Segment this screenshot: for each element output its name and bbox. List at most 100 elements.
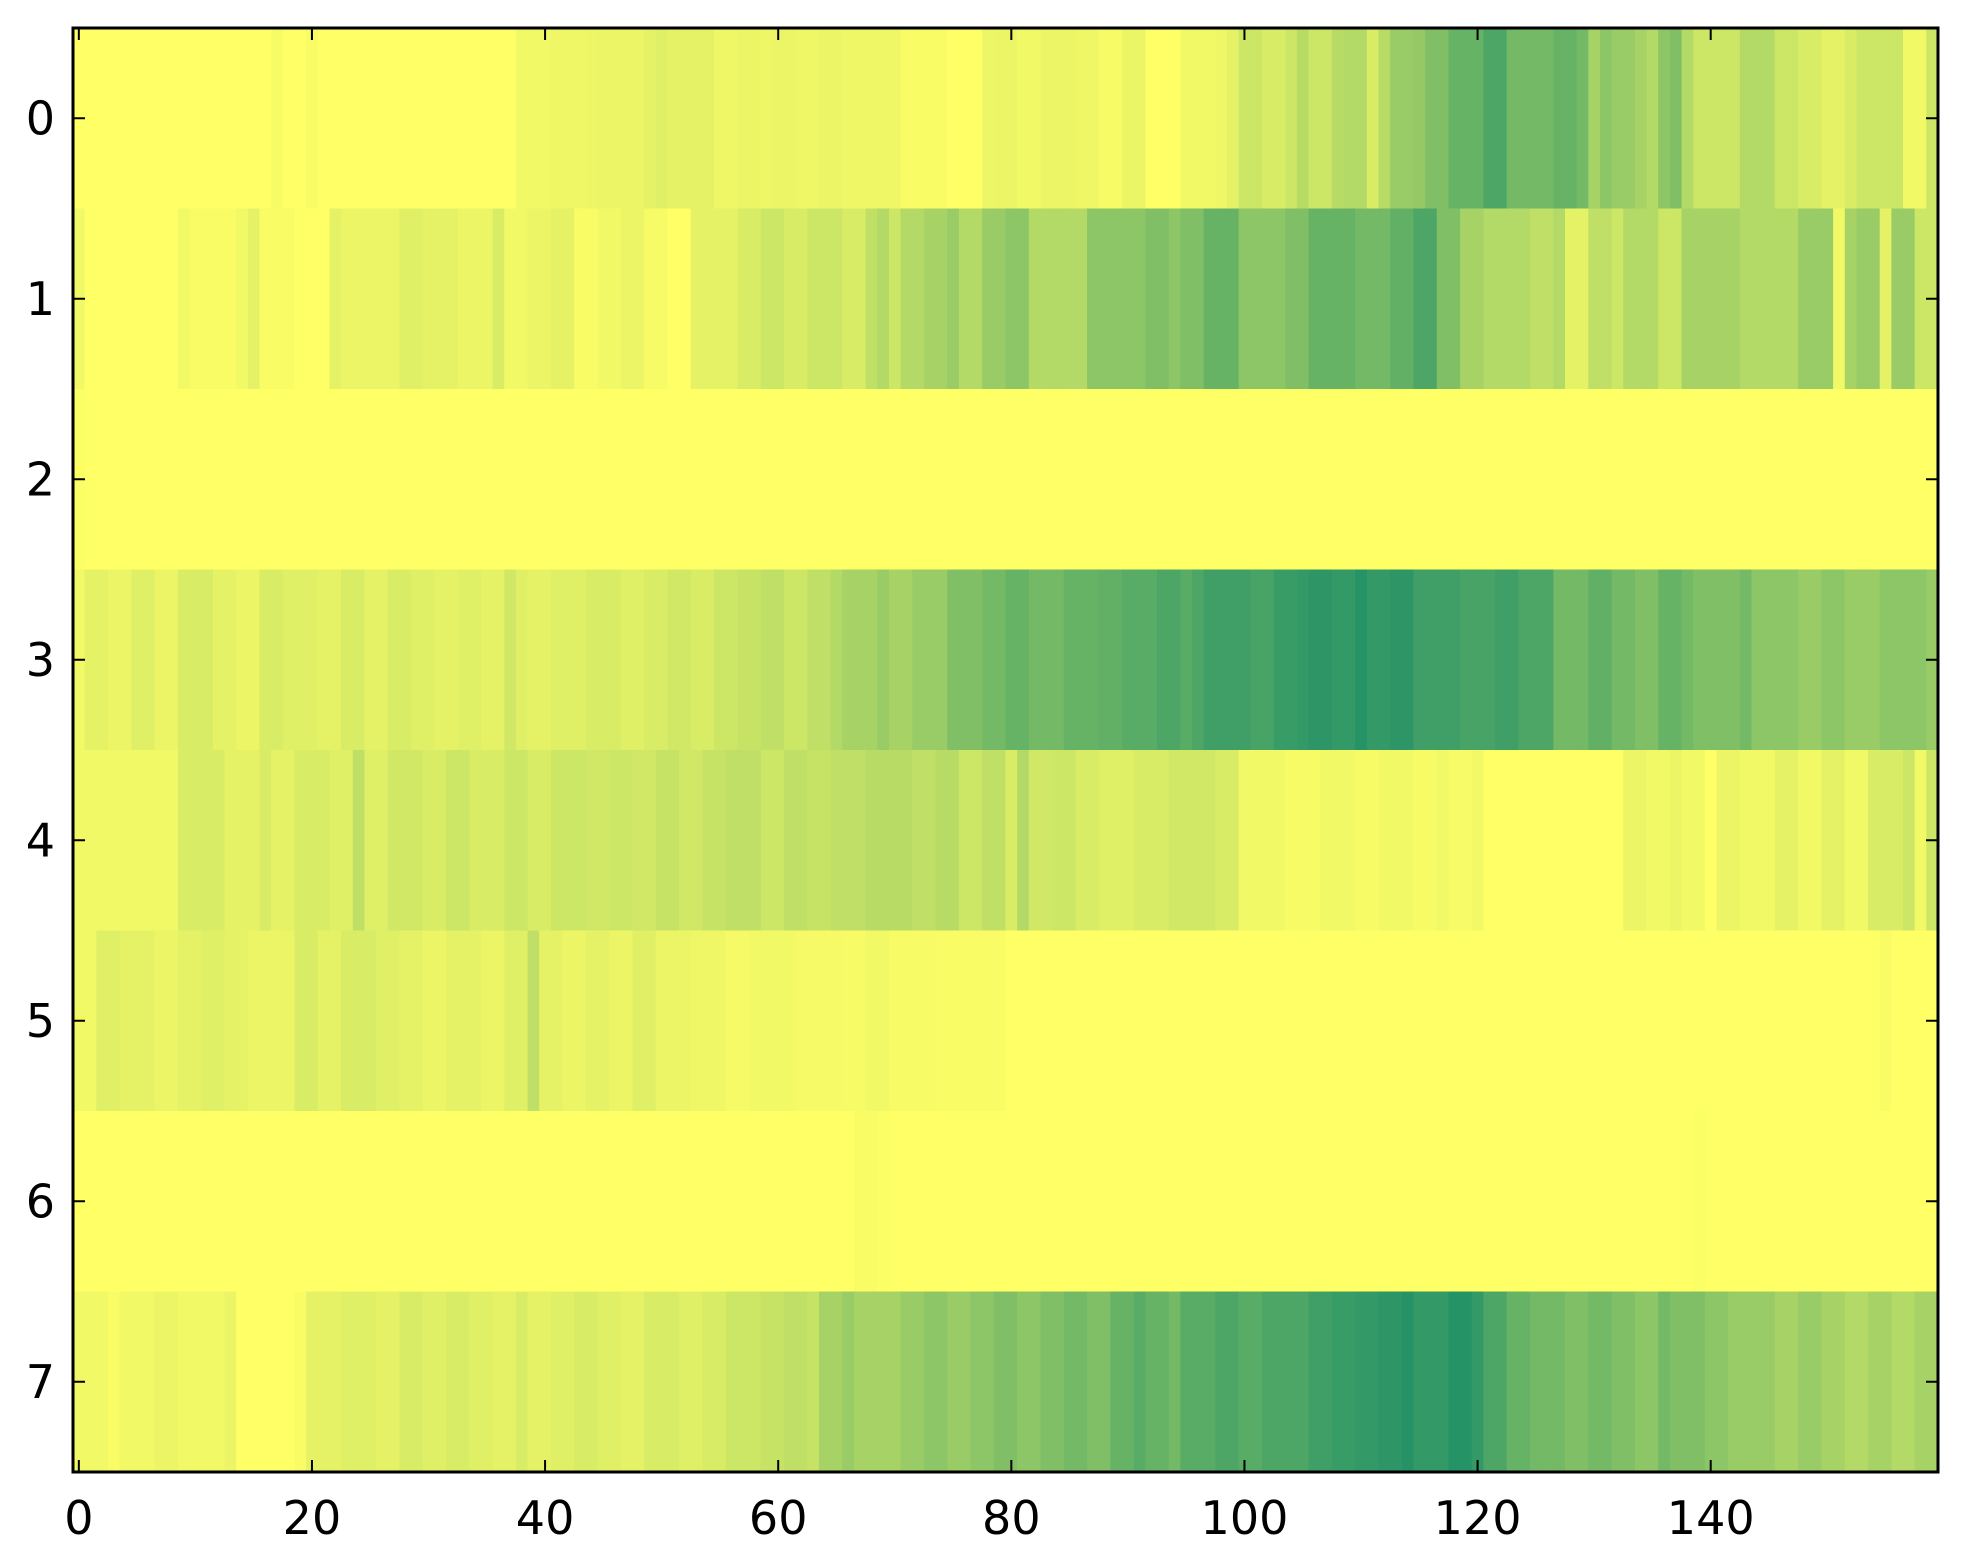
- heatmap-cell: [714, 389, 727, 571]
- heatmap-cell: [282, 208, 296, 390]
- heatmap-cell: [690, 208, 704, 390]
- heatmap-cell: [1471, 930, 1485, 1112]
- heatmap-cell: [632, 1111, 645, 1293]
- heatmap-cell: [585, 569, 599, 751]
- heatmap-cell: [1634, 930, 1648, 1112]
- heatmap-cell: [795, 930, 808, 1112]
- heatmap-cell: [96, 1111, 109, 1293]
- heatmap-cell: [1471, 750, 1485, 932]
- heatmap-cell: [96, 208, 109, 390]
- heatmap-cell: [492, 28, 505, 210]
- heatmap-cell: [1063, 569, 1077, 751]
- heatmap-cell: [387, 1291, 400, 1473]
- heatmap-cell: [1203, 1291, 1216, 1473]
- heatmap-cell: [1518, 208, 1531, 390]
- heatmap-cell: [958, 1111, 972, 1293]
- heatmap-cell: [352, 1111, 366, 1293]
- heatmap-cell: [1495, 1291, 1508, 1473]
- heatmap-cell: [1308, 1111, 1321, 1293]
- heatmap-cell: [1308, 569, 1321, 751]
- heatmap-cell: [376, 208, 389, 390]
- heatmap-cell: [1751, 1291, 1764, 1473]
- heatmap-cell: [1087, 750, 1100, 932]
- heatmap-cell: [212, 1291, 226, 1473]
- heatmap-cell: [1157, 569, 1170, 751]
- heatmap-cell: [1576, 389, 1589, 571]
- heatmap-cell: [329, 1111, 342, 1293]
- heatmap-cell: [1238, 1111, 1251, 1293]
- heatmap-cell: [982, 28, 995, 210]
- heatmap-cell: [1133, 208, 1146, 390]
- heatmap-cell: [842, 28, 855, 210]
- heatmap-cell: [1833, 750, 1846, 932]
- heatmap-cell: [1087, 1111, 1100, 1293]
- heatmap-cell: [1588, 208, 1601, 390]
- heatmap-cell: [177, 208, 191, 390]
- heatmap-cell: [947, 208, 960, 390]
- heatmap-cell: [993, 28, 1007, 210]
- heatmap-cell: [469, 1111, 482, 1293]
- heatmap-cell: [1413, 1291, 1426, 1473]
- heatmap-cell: [177, 1111, 191, 1293]
- heatmap-cell: [1355, 1291, 1368, 1473]
- heatmap-cell: [527, 1111, 540, 1293]
- heatmap-cell: [84, 1111, 97, 1293]
- heatmap-cell: [247, 208, 261, 390]
- heatmap-cell: [1413, 1111, 1426, 1293]
- heatmap-cell: [1110, 930, 1123, 1112]
- heatmap-cell: [247, 930, 261, 1112]
- heatmap-cell: [574, 750, 587, 932]
- heatmap-cell: [1343, 569, 1356, 751]
- heatmap-cell: [317, 930, 331, 1112]
- heatmap-cell: [212, 389, 226, 571]
- heatmap-cell: [1273, 1111, 1286, 1293]
- heatmap-cell: [714, 28, 727, 210]
- heatmap-cell: [1366, 1291, 1380, 1473]
- heatmap-cell: [1320, 28, 1333, 210]
- heatmap-cell: [609, 208, 622, 390]
- heatmap-cell: [539, 1291, 552, 1473]
- heatmap-cell: [1192, 1111, 1205, 1293]
- heatmap-cell: [935, 389, 948, 571]
- heatmap-cell: [585, 750, 599, 932]
- heatmap-cell: [644, 389, 657, 571]
- heatmap-cell: [376, 28, 389, 210]
- heatmap-cell: [306, 1111, 319, 1293]
- heatmap-cell: [317, 1111, 331, 1293]
- heatmap-cell: [947, 1111, 960, 1293]
- heatmap-cell: [1390, 750, 1403, 932]
- heatmap-cell: [1425, 569, 1438, 751]
- heatmap-cell: [189, 28, 202, 210]
- heatmap-cell: [1763, 930, 1776, 1112]
- heatmap-cell: [1611, 28, 1624, 210]
- heatmap-cell: [865, 1111, 878, 1293]
- heatmap-cell: [469, 750, 482, 932]
- heatmap-cell: [411, 1291, 424, 1473]
- heatmap-cell: [562, 389, 575, 571]
- heatmap-cell: [259, 569, 272, 751]
- heatmap-cell: [1553, 389, 1566, 571]
- heatmap-cell: [970, 208, 983, 390]
- heatmap-cell: [1553, 1111, 1566, 1293]
- heatmap-cell: [84, 569, 97, 751]
- heatmap-cell: [271, 1291, 284, 1473]
- heatmap-cell: [1401, 1111, 1415, 1293]
- heatmap-cell: [1844, 208, 1858, 390]
- heatmap-cell: [1110, 1111, 1123, 1293]
- heatmap-cell: [1669, 750, 1683, 932]
- heatmap-cell: [574, 1291, 587, 1473]
- heatmap-cell: [1751, 1111, 1764, 1293]
- heatmap-cell: [1192, 569, 1205, 751]
- heatmap-cell: [609, 1111, 622, 1293]
- heatmap-cell: [271, 208, 284, 390]
- heatmap-cell: [807, 930, 820, 1112]
- heatmap-cell: [1471, 1111, 1485, 1293]
- heatmap-cell: [1390, 28, 1403, 210]
- heatmap-cell: [1436, 1111, 1450, 1293]
- heatmap-cell: [1401, 389, 1415, 571]
- heatmap-cell: [317, 1291, 331, 1473]
- heatmap-cell: [282, 750, 296, 932]
- heatmap-cell: [107, 569, 121, 751]
- heatmap-cell: [1331, 569, 1345, 751]
- heatmap-cell: [970, 930, 983, 1112]
